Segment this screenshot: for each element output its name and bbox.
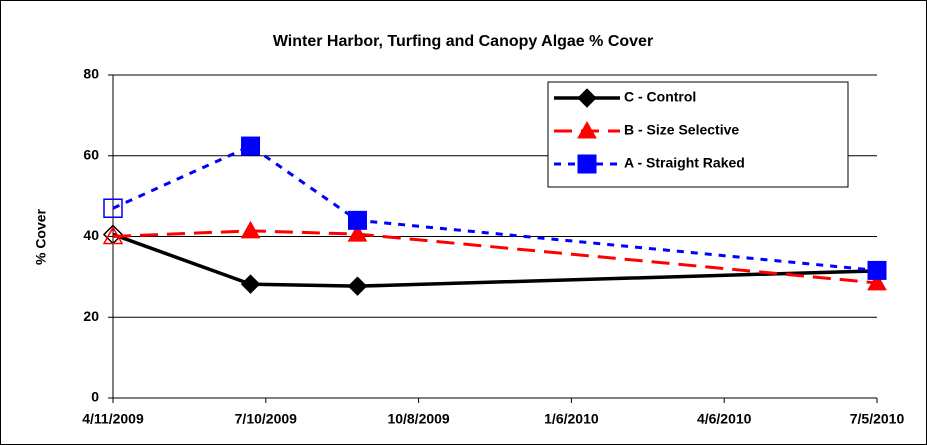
marker — [103, 198, 123, 218]
chart-title: Winter Harbor, Turfing and Canopy Algae … — [273, 33, 653, 50]
x-tick-label: 4/11/2009 — [82, 411, 144, 427]
x-tick-label: 10/8/2009 — [387, 411, 449, 427]
marker — [240, 274, 261, 294]
marker — [347, 276, 368, 296]
marker — [347, 210, 367, 230]
y-tick-label: 40 — [83, 227, 99, 243]
marker — [867, 260, 887, 280]
legend-label: A - Straight Raked — [624, 155, 745, 171]
marker — [577, 120, 597, 139]
x-tick-label: 4/6/2010 — [697, 411, 752, 427]
marker — [867, 272, 887, 291]
legend-label: B - Size Selective — [624, 122, 739, 138]
x-tick-label: 1/6/2010 — [544, 411, 599, 427]
y-tick-label: 80 — [83, 66, 99, 82]
y-tick-label: 20 — [83, 308, 99, 324]
series-line — [112, 229, 878, 285]
marker — [347, 224, 368, 242]
series-line — [112, 144, 878, 272]
x-tick-label: 7/10/2009 — [235, 411, 297, 427]
marker — [102, 225, 124, 245]
y-tick-label: 60 — [83, 146, 99, 162]
series-line — [112, 232, 878, 288]
marker — [577, 88, 597, 108]
y-tick-label: 0 — [91, 389, 99, 405]
x-tick-label: 7/5/2010 — [850, 411, 905, 427]
legend-label: C - Control — [624, 89, 696, 105]
marker — [577, 154, 597, 174]
y-axis-label: % Cover — [33, 208, 49, 265]
marker — [240, 220, 261, 239]
marker — [241, 136, 261, 156]
